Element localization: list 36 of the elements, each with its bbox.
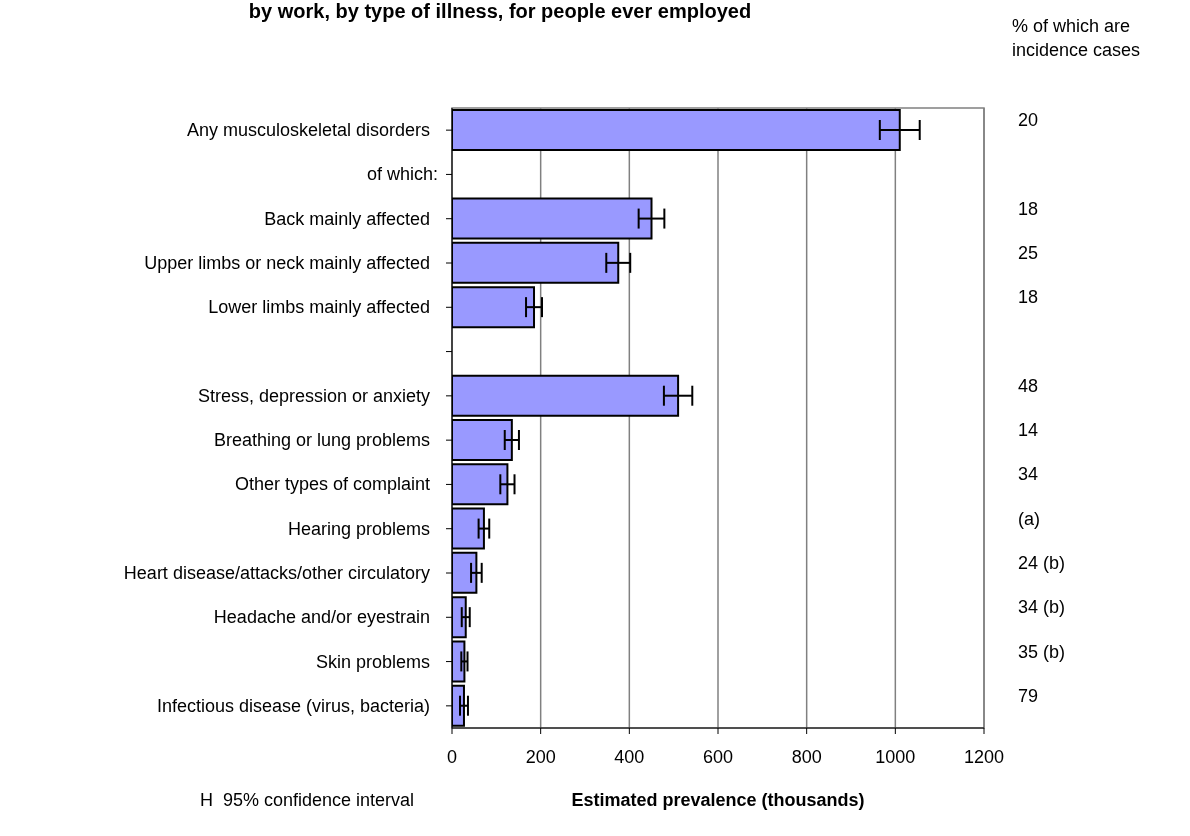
y-tick-label: Other types of complaint: [234, 474, 430, 495]
y-tick-label: Skin problems: [315, 651, 430, 672]
y2-tick-label: 20: [1018, 110, 1039, 131]
text: of which:: [366, 164, 438, 185]
y-tick-label: Infectious disease (virus, bacteria): [156, 695, 430, 716]
y2-tick-label: 14: [1018, 420, 1039, 441]
y2-axis-title: % of which are incidence cases: [1012, 15, 1142, 62]
y-tick-label: Stress, depression or anxiety: [197, 385, 430, 406]
text: H 95% confidence interval: [200, 790, 415, 811]
y-tick-label: Breathing or lung problems: [213, 430, 430, 451]
y2-tick-label: 34 (b): [1018, 597, 1066, 618]
y2-tick-label: 18: [1018, 287, 1039, 308]
x-tick-label: 400: [614, 746, 645, 767]
y2-tick-label: (a): [1018, 508, 1040, 529]
y2-tick-label: 18: [1018, 198, 1039, 219]
y-tick-label: Back mainly affected: [264, 208, 430, 229]
y2-tick-label: 34: [1018, 464, 1039, 485]
x-tick-label: 1200: [963, 746, 1005, 767]
y-tick-label: Headache and/or eyestrain: [213, 607, 430, 628]
y2-tick-label: 48: [1018, 375, 1039, 396]
y-tick-label: Any musculoskeletal disorders: [186, 120, 430, 141]
x-tick-label: 0: [446, 746, 458, 767]
y-tick-label: Hearing problems: [287, 518, 430, 539]
y-tick-label: Lower limbs mainly affected: [208, 297, 430, 318]
y-tick-label: Upper limbs or neck mainly affected: [144, 253, 430, 273]
y-tick-label: Heart disease/attacks/other circulatory: [123, 563, 430, 583]
x-axis-title: Estimated prevalence (thousands): [570, 790, 866, 811]
x-tick-label: 200: [525, 746, 556, 767]
y2-tick-label: 24 (b): [1018, 553, 1066, 573]
x-tick-label: 1000: [875, 746, 916, 767]
y2-tick-label: 25: [1018, 243, 1039, 263]
x-tick-label: 600: [702, 746, 734, 767]
x-tick-label: 800: [791, 746, 822, 767]
chart-title: by work, by type of illness, for people ever employed: [247, 0, 753, 23]
y2-tick-label: 79: [1018, 685, 1039, 706]
y2-tick-label: 35 (b): [1018, 641, 1066, 662]
